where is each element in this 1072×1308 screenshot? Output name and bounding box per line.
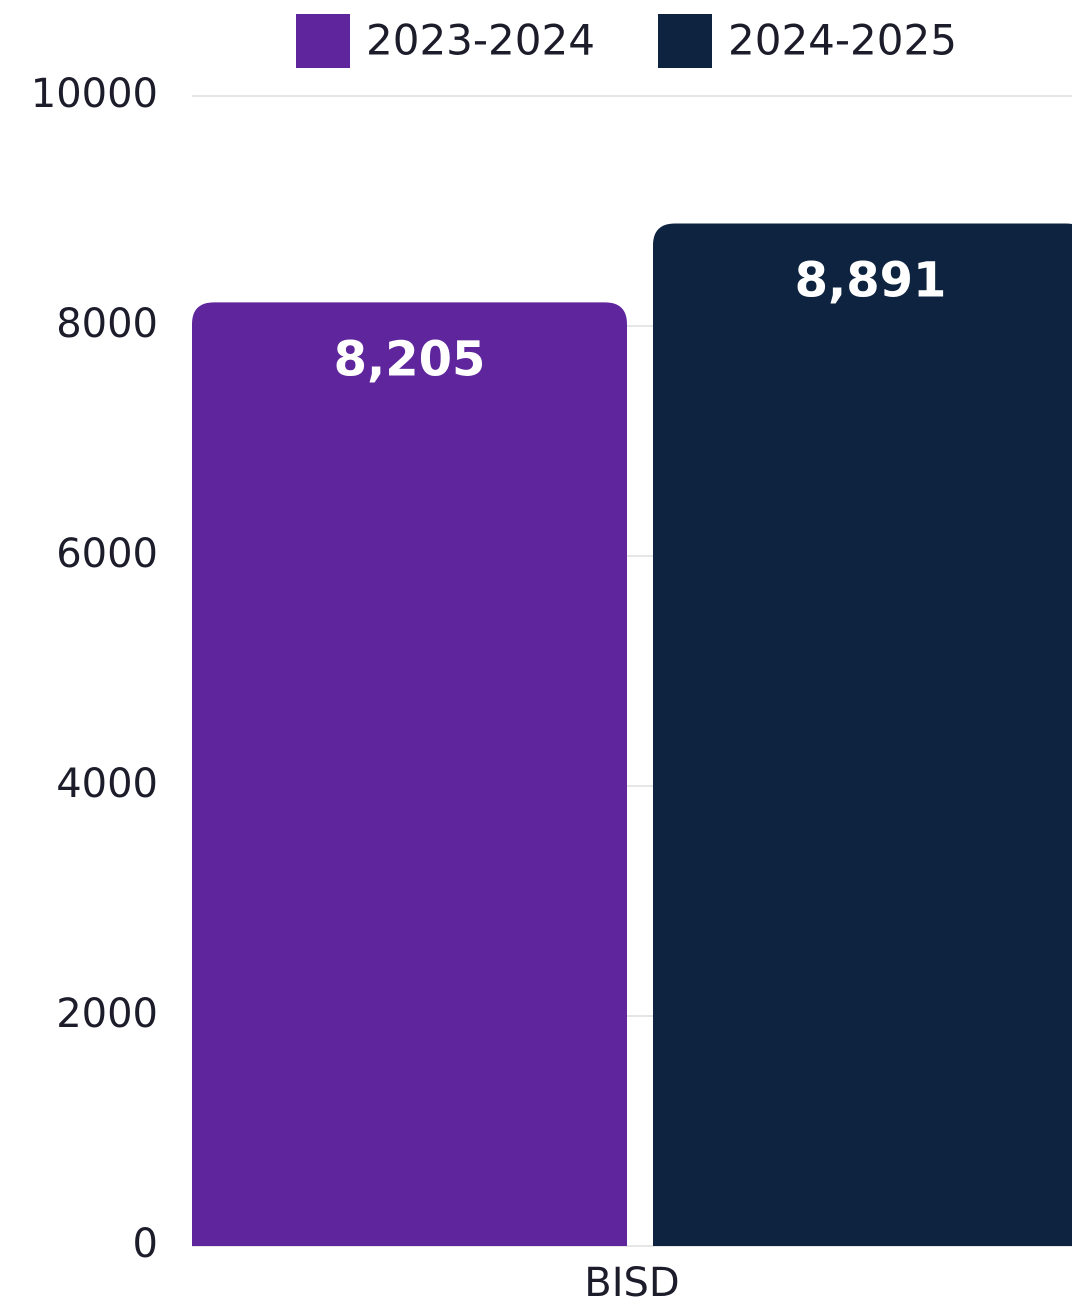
x-tick-label: BISD [584, 1260, 679, 1306]
y-tick-label: 8000 [56, 301, 158, 347]
value-label: 8,891 [795, 253, 947, 309]
y-tick-label: 6000 [56, 531, 158, 577]
legend-swatch [296, 14, 350, 68]
legend-label: 2024-2025 [728, 16, 957, 65]
y-tick-label: 0 [133, 1221, 158, 1267]
bar [192, 302, 627, 1246]
y-tick-label: 10000 [31, 71, 158, 117]
bar [653, 223, 1072, 1246]
y-tick-label: 4000 [56, 761, 158, 807]
legend-swatch [658, 14, 712, 68]
y-tick-label: 2000 [56, 991, 158, 1037]
legend-label: 2023-2024 [366, 16, 595, 65]
value-label: 8,205 [334, 331, 486, 387]
